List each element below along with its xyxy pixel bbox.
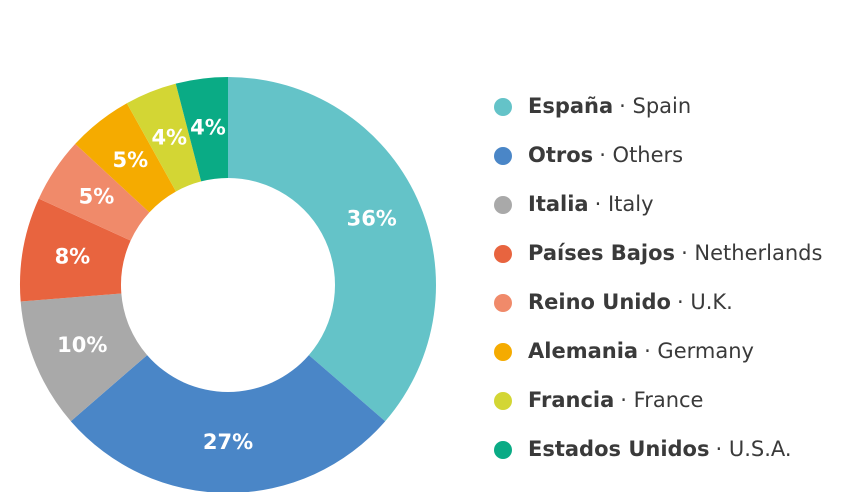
legend-translation: · U.S.A. bbox=[715, 437, 791, 461]
legend-translation: · Germany bbox=[644, 339, 754, 363]
data-label: 8% bbox=[55, 245, 91, 269]
slice bbox=[126, 83, 202, 192]
legend-entry: Reino Unido · U.K. bbox=[528, 290, 733, 314]
data-label: 36% bbox=[347, 206, 397, 230]
legend-name: Italia bbox=[528, 192, 589, 216]
legend-translation: · U.K. bbox=[677, 290, 733, 314]
data-label: 10% bbox=[57, 333, 107, 357]
slice bbox=[20, 198, 131, 302]
slice bbox=[75, 103, 176, 213]
legend-entry: Alemania · Germany bbox=[528, 339, 754, 363]
legend-marker bbox=[494, 98, 512, 116]
legend-name: Francia bbox=[528, 388, 614, 412]
legend-marker bbox=[494, 245, 512, 263]
legend-entry: Países Bajos · Netherlands bbox=[528, 241, 822, 265]
data-label: 27% bbox=[203, 430, 253, 454]
data-label: 5% bbox=[113, 148, 149, 172]
legend-name: Países Bajos bbox=[528, 241, 675, 265]
legend-translation: · Spain bbox=[619, 94, 691, 118]
legend-marker bbox=[494, 441, 512, 459]
legend-name: Estados Unidos bbox=[528, 437, 709, 461]
legend-marker bbox=[494, 294, 512, 312]
legend-name: Reino Unido bbox=[528, 290, 671, 314]
data-label: 4% bbox=[151, 125, 187, 149]
legend-marker bbox=[494, 392, 512, 410]
legend-entry: Italia · Italy bbox=[528, 192, 654, 216]
legend-entry: Otros · Others bbox=[528, 143, 683, 167]
slice bbox=[228, 77, 437, 422]
legend-name: Otros bbox=[528, 143, 593, 167]
data-label: 4% bbox=[190, 115, 226, 139]
slice bbox=[38, 143, 150, 241]
slice bbox=[20, 293, 148, 422]
slice bbox=[175, 77, 228, 182]
legend-name: España bbox=[528, 94, 613, 118]
data-label: 5% bbox=[79, 184, 115, 208]
slice bbox=[70, 355, 386, 492]
legend-marker bbox=[494, 196, 512, 214]
legend-entry: Francia · France bbox=[528, 388, 703, 412]
legend-marker bbox=[494, 147, 512, 165]
legend-translation: · Italy bbox=[595, 192, 654, 216]
legend-entry: Estados Unidos · U.S.A. bbox=[528, 437, 792, 461]
legend-entry: España · Spain bbox=[528, 94, 691, 118]
legend-marker bbox=[494, 343, 512, 361]
legend-translation: · Others bbox=[599, 143, 683, 167]
legend-translation: · France bbox=[620, 388, 703, 412]
legend-translation: · Netherlands bbox=[681, 241, 822, 265]
legend-name: Alemania bbox=[528, 339, 638, 363]
